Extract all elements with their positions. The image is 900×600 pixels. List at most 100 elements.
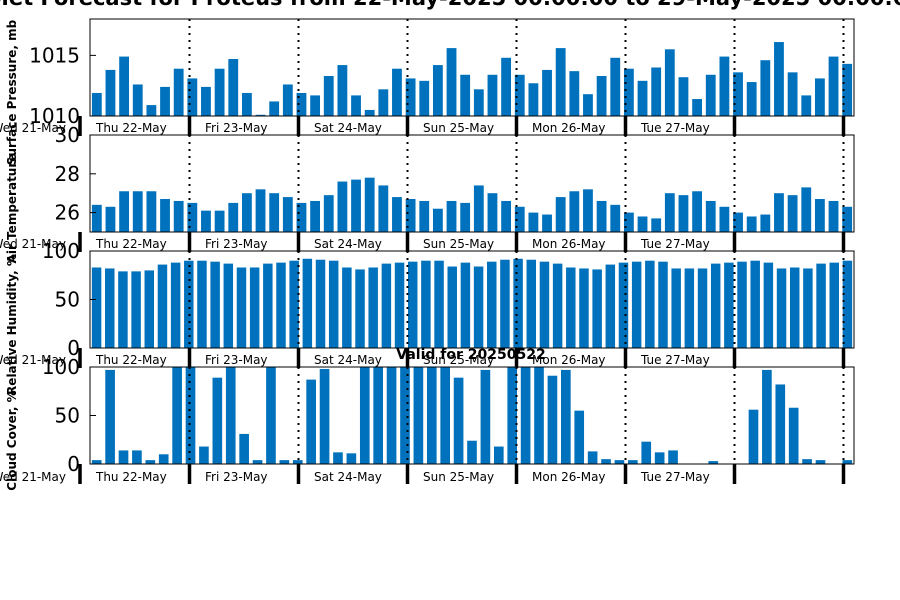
day-label: Fri 23-May xyxy=(205,470,268,484)
y-tick-label: 0 xyxy=(67,336,80,360)
bar xyxy=(214,210,225,232)
y-tick-label: 50 xyxy=(55,404,80,428)
day-label: Fri 23-May xyxy=(205,353,268,367)
chart-subtitle: Valid for 20250522 xyxy=(396,347,545,363)
y-tick-label: 30 xyxy=(55,123,80,147)
bar xyxy=(400,367,410,464)
bar xyxy=(628,460,638,464)
y-tick-label: 0 xyxy=(67,452,80,476)
bar xyxy=(828,56,839,116)
bar xyxy=(775,384,786,464)
bar xyxy=(592,269,602,348)
day-label: Sat 24-May xyxy=(314,121,382,135)
bar xyxy=(705,200,716,232)
bar xyxy=(658,261,668,348)
bar xyxy=(473,266,484,348)
bar xyxy=(664,49,675,117)
bar xyxy=(842,206,853,232)
axes-box xyxy=(89,134,855,233)
y-tick-label: 1010 xyxy=(29,104,80,128)
bar xyxy=(460,74,471,116)
y-tick-label: 28 xyxy=(55,162,80,186)
day-label: Sun 25-May xyxy=(423,470,494,484)
bar xyxy=(788,407,799,464)
day-label: Wed 21-May xyxy=(0,353,66,367)
bar xyxy=(708,461,719,464)
bar xyxy=(733,212,743,232)
bar xyxy=(269,101,280,116)
bar xyxy=(467,440,477,464)
bar xyxy=(566,267,576,348)
bar xyxy=(296,202,307,232)
bar xyxy=(419,200,430,232)
bar xyxy=(645,260,655,348)
bar xyxy=(197,260,207,348)
bar xyxy=(359,367,370,464)
bar xyxy=(157,264,168,348)
bar xyxy=(507,367,518,464)
bar xyxy=(119,191,130,232)
bar xyxy=(542,214,552,232)
bar xyxy=(173,68,184,116)
axes-box xyxy=(89,18,855,117)
day-label: Mon 26-May xyxy=(532,237,606,251)
day-label: Mon 26-May xyxy=(532,470,606,484)
bar xyxy=(692,191,703,232)
bar xyxy=(337,181,348,232)
bar xyxy=(513,258,523,348)
bar xyxy=(816,263,826,348)
bar xyxy=(105,268,115,348)
bar xyxy=(692,99,703,116)
bar xyxy=(750,260,760,348)
y-tick-label: 100 xyxy=(42,355,80,379)
bar xyxy=(760,60,771,116)
bar xyxy=(528,212,539,232)
bar xyxy=(801,95,812,116)
day-label: Sat 24-May xyxy=(314,237,382,251)
bar xyxy=(214,68,225,116)
bar xyxy=(405,78,416,116)
y-axis-label: Relative Humidity, % xyxy=(5,254,19,395)
bar xyxy=(255,189,266,232)
bar xyxy=(654,452,665,464)
bar xyxy=(132,191,143,232)
bar xyxy=(774,42,784,116)
bar xyxy=(678,77,689,116)
bar xyxy=(241,193,252,232)
bar xyxy=(596,75,607,116)
y-axis-label: Surface Pressure, mb xyxy=(5,19,19,165)
bar xyxy=(132,84,143,116)
bar xyxy=(405,199,416,232)
bar xyxy=(144,270,155,348)
bar xyxy=(842,260,853,348)
bar xyxy=(446,48,457,116)
bar xyxy=(569,71,580,116)
bar xyxy=(596,200,607,232)
bar xyxy=(814,199,825,232)
y-tick-label: 100 xyxy=(42,239,80,263)
bar xyxy=(610,57,621,116)
bar xyxy=(364,109,375,116)
bar xyxy=(787,72,798,116)
bar xyxy=(289,260,299,348)
day-label: Wed 21-May xyxy=(0,237,66,251)
bar xyxy=(587,451,598,464)
bar xyxy=(146,191,157,232)
bar xyxy=(440,367,451,464)
bar xyxy=(185,367,196,464)
bar xyxy=(579,268,589,348)
bar xyxy=(228,202,239,232)
bar xyxy=(801,187,812,232)
bar xyxy=(664,193,675,232)
bar xyxy=(637,80,648,116)
bar xyxy=(328,260,339,348)
bar xyxy=(520,367,531,464)
y-tick-label: 50 xyxy=(55,288,80,312)
chart-title: Met Forecast for Proteus from 22-May-202… xyxy=(0,0,900,10)
bar xyxy=(187,202,198,232)
bar xyxy=(514,74,525,116)
bar xyxy=(364,177,375,232)
bar xyxy=(487,193,498,232)
bar xyxy=(333,452,343,464)
